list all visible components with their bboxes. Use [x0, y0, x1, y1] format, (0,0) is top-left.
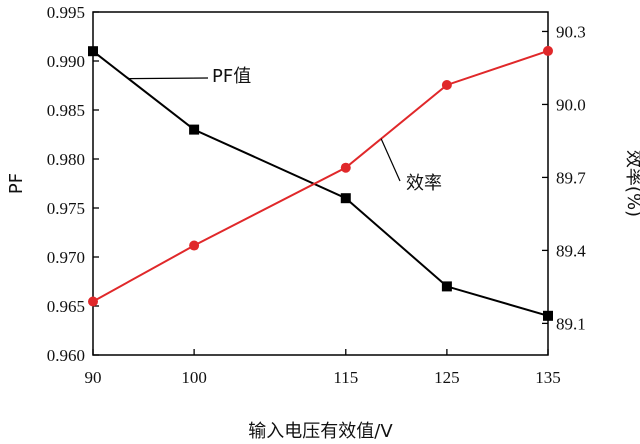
y-right-tick-label: 89.1 — [556, 314, 586, 333]
pf-series-annotation: PF值 — [212, 66, 251, 87]
efficiency-series-annotation: 效率 — [406, 173, 442, 194]
y-left-tick-label: 0.960 — [47, 346, 85, 365]
plot-frame — [92, 11, 549, 356]
data-point — [543, 45, 553, 56]
axes — [92, 11, 549, 356]
data-point — [88, 46, 98, 57]
y-right-tick-label: 89.4 — [556, 241, 586, 260]
x-tick-label: 115 — [333, 368, 358, 387]
x-tick-label: 90 — [85, 368, 102, 387]
data-point — [441, 79, 452, 90]
pf-leader-line — [128, 77, 209, 80]
labels: 0.960 0.965 0.970 0.975 0.980 0.985 0.990 0.995… — [6, 3, 640, 442]
data-point — [441, 281, 452, 292]
y-left-tick-label: 0.995 — [47, 3, 85, 22]
series-line — [92, 49, 549, 303]
x-tick-label: 135 — [535, 368, 561, 387]
y-left-tick-label: 0.990 — [47, 52, 85, 71]
series-line — [92, 50, 549, 317]
data-point — [543, 310, 553, 321]
data-point — [189, 240, 200, 251]
x-axis-title: 输入电压有效值/V — [248, 421, 393, 442]
y-right-tick-label: 90.0 — [556, 95, 586, 114]
x-tick-label: 100 — [181, 368, 207, 387]
y-right-tick-label: 89.7 — [556, 168, 586, 187]
y-right-tick-label: 90.3 — [556, 22, 586, 41]
data-point — [88, 296, 98, 307]
x-tick-label: 125 — [434, 368, 460, 387]
data-point — [340, 162, 351, 173]
y-left-tick-label: 0.965 — [47, 297, 85, 316]
y-left-tick-label: 0.985 — [47, 101, 85, 120]
y-left-tick-label: 0.970 — [47, 248, 85, 267]
y-right-axis-title: 效率(%) — [623, 150, 640, 217]
efficiency-leader-line — [380, 138, 401, 182]
series-layer — [88, 45, 553, 321]
y-left-axis-title: PF — [6, 173, 27, 194]
y-left-tick-label: 0.980 — [47, 150, 85, 169]
y-left-tick-label: 0.975 — [47, 199, 85, 218]
data-point — [340, 193, 351, 204]
data-point — [189, 124, 200, 135]
